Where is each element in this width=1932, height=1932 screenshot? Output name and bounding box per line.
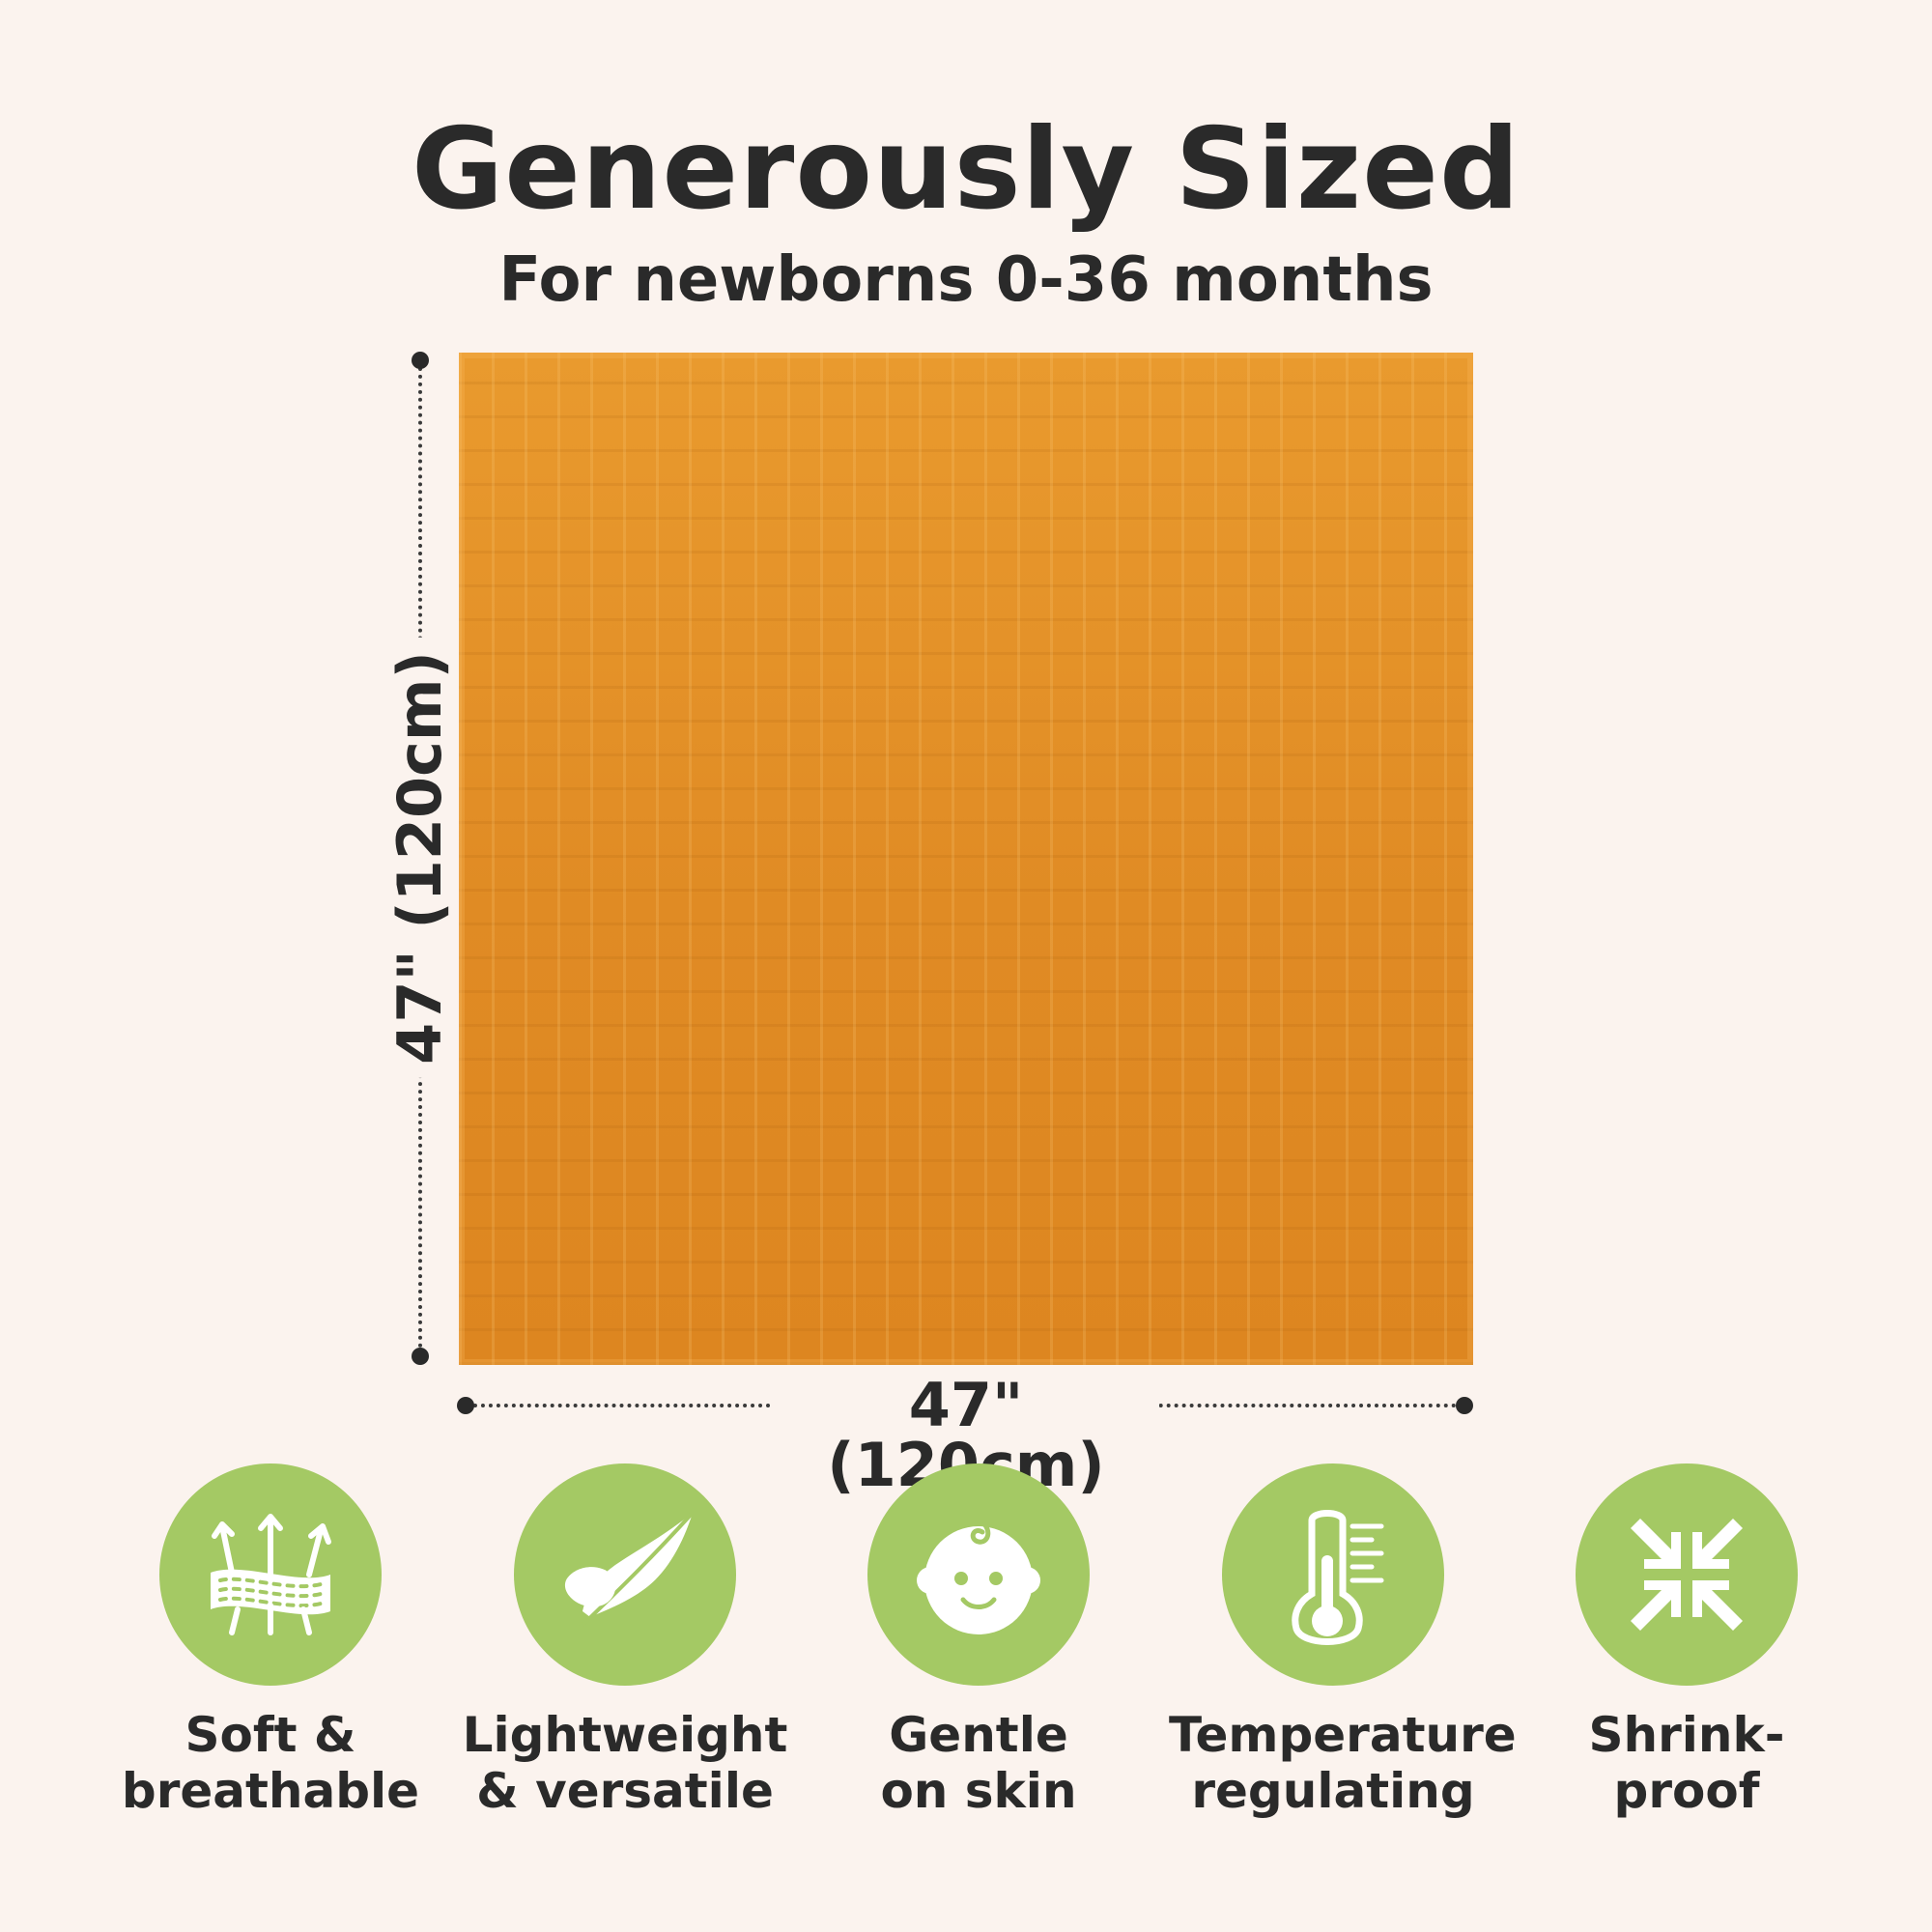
breathable-fabric-icon xyxy=(211,1514,331,1635)
feature-badge xyxy=(1222,1463,1444,1686)
baby-face-icon xyxy=(917,1520,1040,1634)
page-subtitle: For newborns 0-36 months xyxy=(498,244,1434,316)
shrink-arrows-icon xyxy=(1631,1519,1743,1631)
feature-gentle-on-skin: Gentle on skin xyxy=(814,1463,1143,1819)
feature-label: Temperature regulating xyxy=(1169,1707,1517,1819)
width-dimension-right-dot xyxy=(1456,1397,1473,1414)
feature-shrink-proof: Shrink- proof xyxy=(1522,1463,1851,1819)
feature-badge xyxy=(159,1463,382,1686)
feature-label: Lightweight & versatile xyxy=(462,1707,788,1819)
width-dimension-left-dot xyxy=(457,1397,474,1414)
thermometer-icon xyxy=(1292,1510,1384,1645)
feature-label: Soft & breathable xyxy=(121,1707,420,1819)
feature-badge xyxy=(867,1463,1090,1686)
height-dimension-bottom-dot xyxy=(412,1348,429,1365)
feature-label: Gentle on skin xyxy=(880,1707,1077,1819)
muslin-blanket-image xyxy=(459,353,1473,1365)
feature-lightweight-versatile: Lightweight & versatile xyxy=(461,1463,789,1819)
feature-soft-breathable: Soft & breathable xyxy=(106,1463,435,1819)
feature-badge xyxy=(1576,1463,1798,1686)
height-dimension-label: 47" (120cm) xyxy=(384,638,455,1078)
height-dimension-top-dot xyxy=(412,352,429,369)
page-title: Generously Sized xyxy=(412,104,1520,235)
feather-icon xyxy=(564,1511,695,1633)
feature-badge xyxy=(514,1463,736,1686)
feature-temperature-regulating: Temperature regulating xyxy=(1169,1463,1517,1819)
feature-label: Shrink- proof xyxy=(1588,1707,1785,1819)
